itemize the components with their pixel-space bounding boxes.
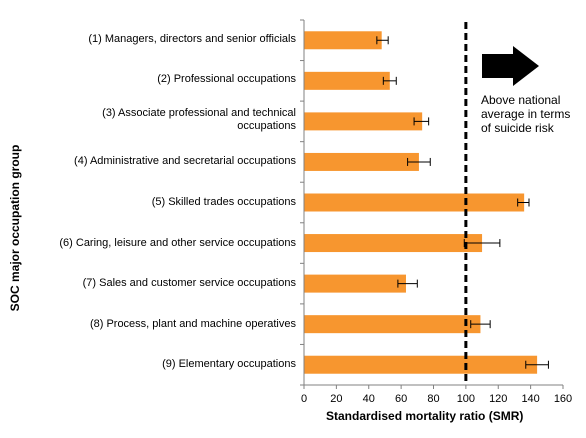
category-label-4: (4) Administrative and secretarial occup… <box>74 155 296 167</box>
bar-5 <box>304 193 525 212</box>
category-label-7: (7) Sales and customer service occupatio… <box>82 277 296 289</box>
bar-3 <box>304 112 423 131</box>
x-tick-label-100: 100 <box>457 393 475 405</box>
bar-1 <box>304 31 382 50</box>
x-tick-label-140: 140 <box>521 393 539 405</box>
bar-6 <box>304 234 483 253</box>
x-tick-label-20: 20 <box>330 393 342 405</box>
bar-7 <box>304 274 406 293</box>
x-tick-label-120: 120 <box>489 393 507 405</box>
annotation-text: Above national average in terms of suici… <box>481 93 571 135</box>
bar-9 <box>304 355 538 374</box>
category-label-2: (2) Professional occupations <box>157 73 296 85</box>
category-label-1: (1) Managers, directors and senior offic… <box>88 33 296 45</box>
category-label-3: (3) Associate professional and technical… <box>102 107 296 132</box>
x-tick-label-80: 80 <box>427 393 439 405</box>
x-tick-label-160: 160 <box>554 393 572 405</box>
category-label-8: (8) Process, plant and machine operative… <box>89 318 296 330</box>
y-axis-label: SOC major occupation group <box>8 144 22 312</box>
x-tick-label-40: 40 <box>363 393 375 405</box>
x-tick-label-0: 0 <box>301 393 307 405</box>
bar-4 <box>304 152 419 171</box>
category-label-6: (6) Caring, leisure and other service oc… <box>59 237 296 249</box>
category-label-9: (9) Elementary occupations <box>162 358 296 370</box>
x-axis-label: Standardised mortality ratio (SMR) <box>326 409 524 423</box>
y-axis-label-wrap: SOC major occupation group <box>0 0 30 438</box>
x-tick-label-60: 60 <box>395 393 407 405</box>
bar-2 <box>304 71 390 90</box>
bar-8 <box>304 315 481 334</box>
arrow-right-icon <box>482 46 539 86</box>
category-label-5: (5) Skilled trades occupations <box>151 196 296 208</box>
